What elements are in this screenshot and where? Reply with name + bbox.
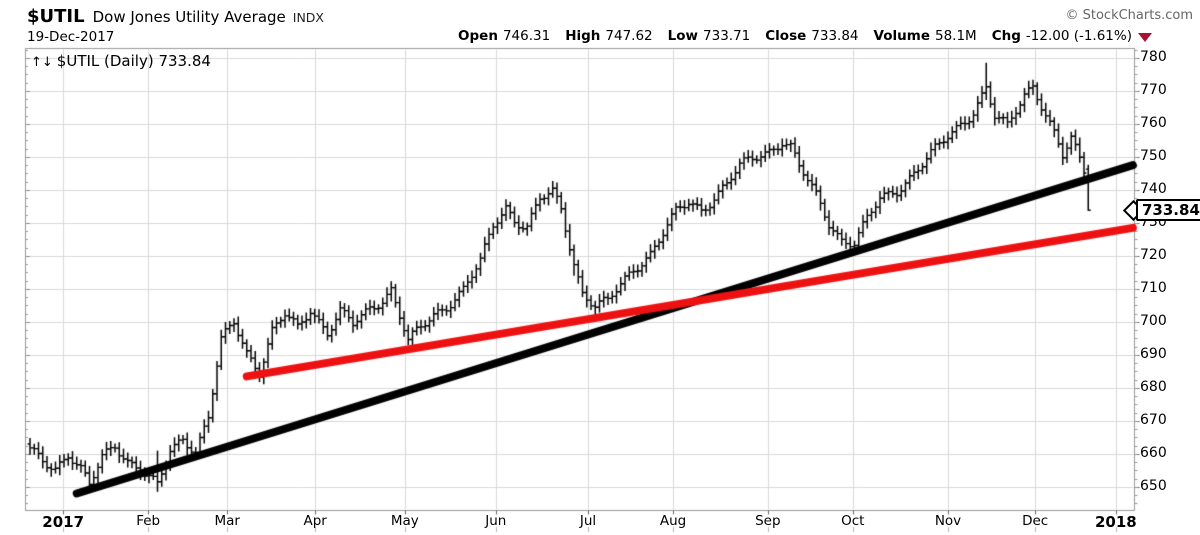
x-axis-label: 2017: [42, 513, 85, 531]
quote-high: High 747.62: [565, 28, 652, 44]
y-axis-tick-label: 700: [1140, 313, 1167, 330]
x-axis-label: Feb: [136, 513, 161, 529]
x-axis-label: Apr: [303, 513, 327, 529]
x-axis-label: May: [390, 513, 419, 529]
low-label: Low: [667, 28, 699, 44]
plot-legend: ↑↓ $UTIL (Daily) 733.84: [31, 52, 211, 70]
close-label: Close: [765, 28, 807, 44]
close-value: 733.84: [811, 28, 859, 44]
y-axis-tick-label: 660: [1140, 445, 1167, 462]
y-axis-tick-label: 690: [1140, 346, 1167, 363]
exchange-label: INDX: [292, 10, 324, 25]
y-axis-tick-label: 650: [1140, 478, 1167, 495]
change-label: Chg: [991, 28, 1021, 44]
quote-low: Low 733.71: [668, 28, 751, 44]
low-value: 733.71: [703, 28, 751, 44]
x-axis-label: Nov: [934, 513, 962, 529]
x-axis-label: Jun: [485, 513, 507, 529]
volume-value: 58.1M: [934, 28, 977, 44]
open-label: Open: [458, 28, 498, 44]
change-down-triangle-icon: [1138, 33, 1152, 42]
x-axis-label: 2018: [1095, 513, 1137, 531]
quote-volume: Volume 58.1M: [874, 28, 977, 44]
x-axis-label: Oct: [841, 513, 865, 529]
change-value: -12.00 (-1.61%): [1025, 28, 1132, 44]
legend-text: $UTIL (Daily) 733.84: [56, 52, 211, 70]
open-value: 746.31: [502, 28, 551, 44]
x-axis-label: Jul: [579, 513, 597, 529]
high-label: High: [565, 28, 601, 44]
quote-date: 19-Dec-2017: [27, 29, 115, 45]
x-axis-label: Aug: [659, 513, 687, 529]
y-axis-tick-label: 740: [1140, 181, 1167, 198]
updown-arrows-icon: ↑↓: [31, 55, 53, 70]
y-axis-tick-label: 670: [1140, 412, 1167, 429]
y-axis-tick-label: 720: [1140, 247, 1167, 264]
quote-change: Chg -12.00 (-1.61%): [992, 28, 1132, 44]
x-axis-label: Dec: [1022, 513, 1049, 529]
chart-header: $UTIL Dow Jones Utility Average INDX: [27, 6, 324, 27]
index-name-label: Dow Jones Utility Average: [92, 8, 286, 26]
y-axis-tick-label: 780: [1140, 49, 1167, 66]
y-axis-tick-label: 680: [1140, 379, 1167, 396]
y-axis-tick-label: 710: [1140, 280, 1167, 297]
last-price-pointer: 733.84: [1136, 199, 1200, 222]
y-axis-tick-label: 760: [1140, 115, 1167, 132]
y-axis-tick-label: 770: [1140, 82, 1167, 99]
y-axis-tick-label: 750: [1140, 148, 1167, 165]
high-value: 747.62: [605, 28, 653, 44]
symbol-label: $UTIL: [27, 6, 85, 27]
quote-bar: Open 746.31 High 747.62 Low 733.71 Close 733…: [443, 28, 1132, 44]
x-axis-label: Mar: [214, 513, 240, 529]
stockcharts-copyright: © StockCharts.com: [1065, 8, 1193, 23]
quote-open: Open 746.31: [458, 28, 550, 44]
quote-close: Close 733.84: [765, 28, 858, 44]
x-axis-label: Sep: [755, 513, 781, 529]
volume-label: Volume: [873, 28, 930, 44]
